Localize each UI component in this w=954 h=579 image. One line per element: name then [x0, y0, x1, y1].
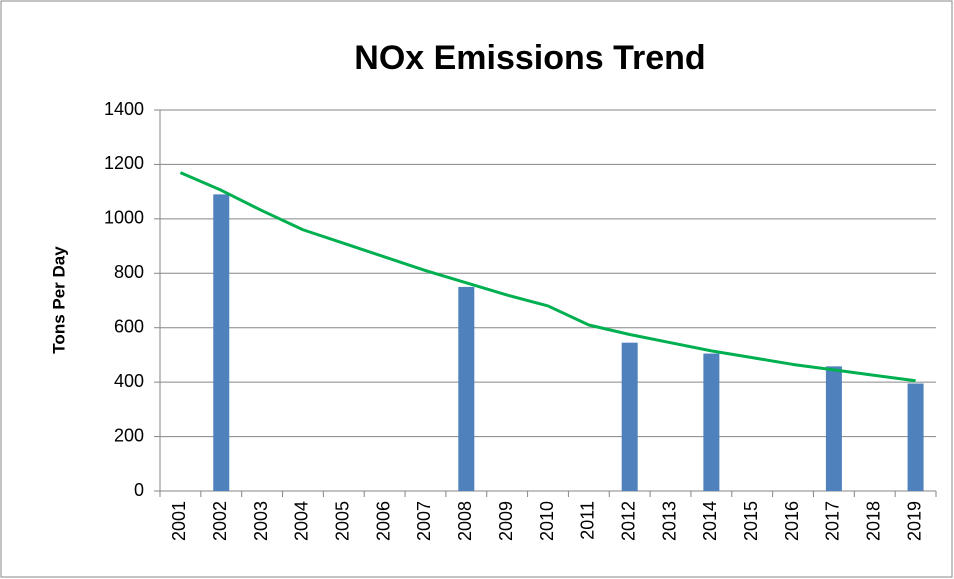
y-tick-label: 200	[114, 425, 144, 445]
x-tick-label: 2004	[292, 501, 312, 541]
y-tick-label: 800	[114, 262, 144, 282]
x-tick-label: 2014	[700, 501, 720, 541]
y-axis-label: Tons Per Day	[49, 246, 68, 354]
x-tick-label: 2005	[333, 501, 353, 541]
x-tick-label: 2001	[169, 501, 189, 541]
y-tick-label: 600	[114, 316, 144, 336]
x-tick-label: 2007	[414, 501, 434, 541]
x-tick-label: 2019	[904, 501, 924, 541]
x-tick-label: 2013	[659, 501, 679, 541]
x-tick-label: 2006	[373, 501, 393, 541]
y-tick-label: 0	[134, 480, 144, 500]
x-tick-label: 2009	[496, 501, 516, 541]
x-tick-label: 2018	[863, 501, 883, 541]
x-tick-label: 2015	[741, 501, 761, 541]
x-tick-label: 2003	[251, 501, 271, 541]
y-tick-label: 1400	[104, 99, 144, 119]
x-tick-label: 2012	[618, 501, 638, 541]
bar	[907, 383, 924, 491]
bar	[703, 353, 720, 491]
y-tick-label: 1200	[104, 153, 144, 173]
x-tick-label: 2002	[210, 501, 230, 541]
y-tick-label: 1000	[104, 208, 144, 228]
chart-title: NOx Emissions Trend	[354, 39, 705, 77]
trend-line	[179, 171, 916, 383]
x-tick-label: 2010	[537, 501, 557, 541]
bar	[458, 286, 475, 491]
y-tick-label: 400	[114, 371, 144, 391]
x-tick-label: 2008	[455, 501, 475, 541]
x-tick-label: 2017	[823, 501, 843, 541]
bar	[825, 366, 842, 491]
x-tick-label: 2016	[782, 501, 802, 541]
bar	[621, 342, 638, 491]
bar	[213, 194, 230, 491]
x-tick-label: 2011	[578, 501, 598, 540]
